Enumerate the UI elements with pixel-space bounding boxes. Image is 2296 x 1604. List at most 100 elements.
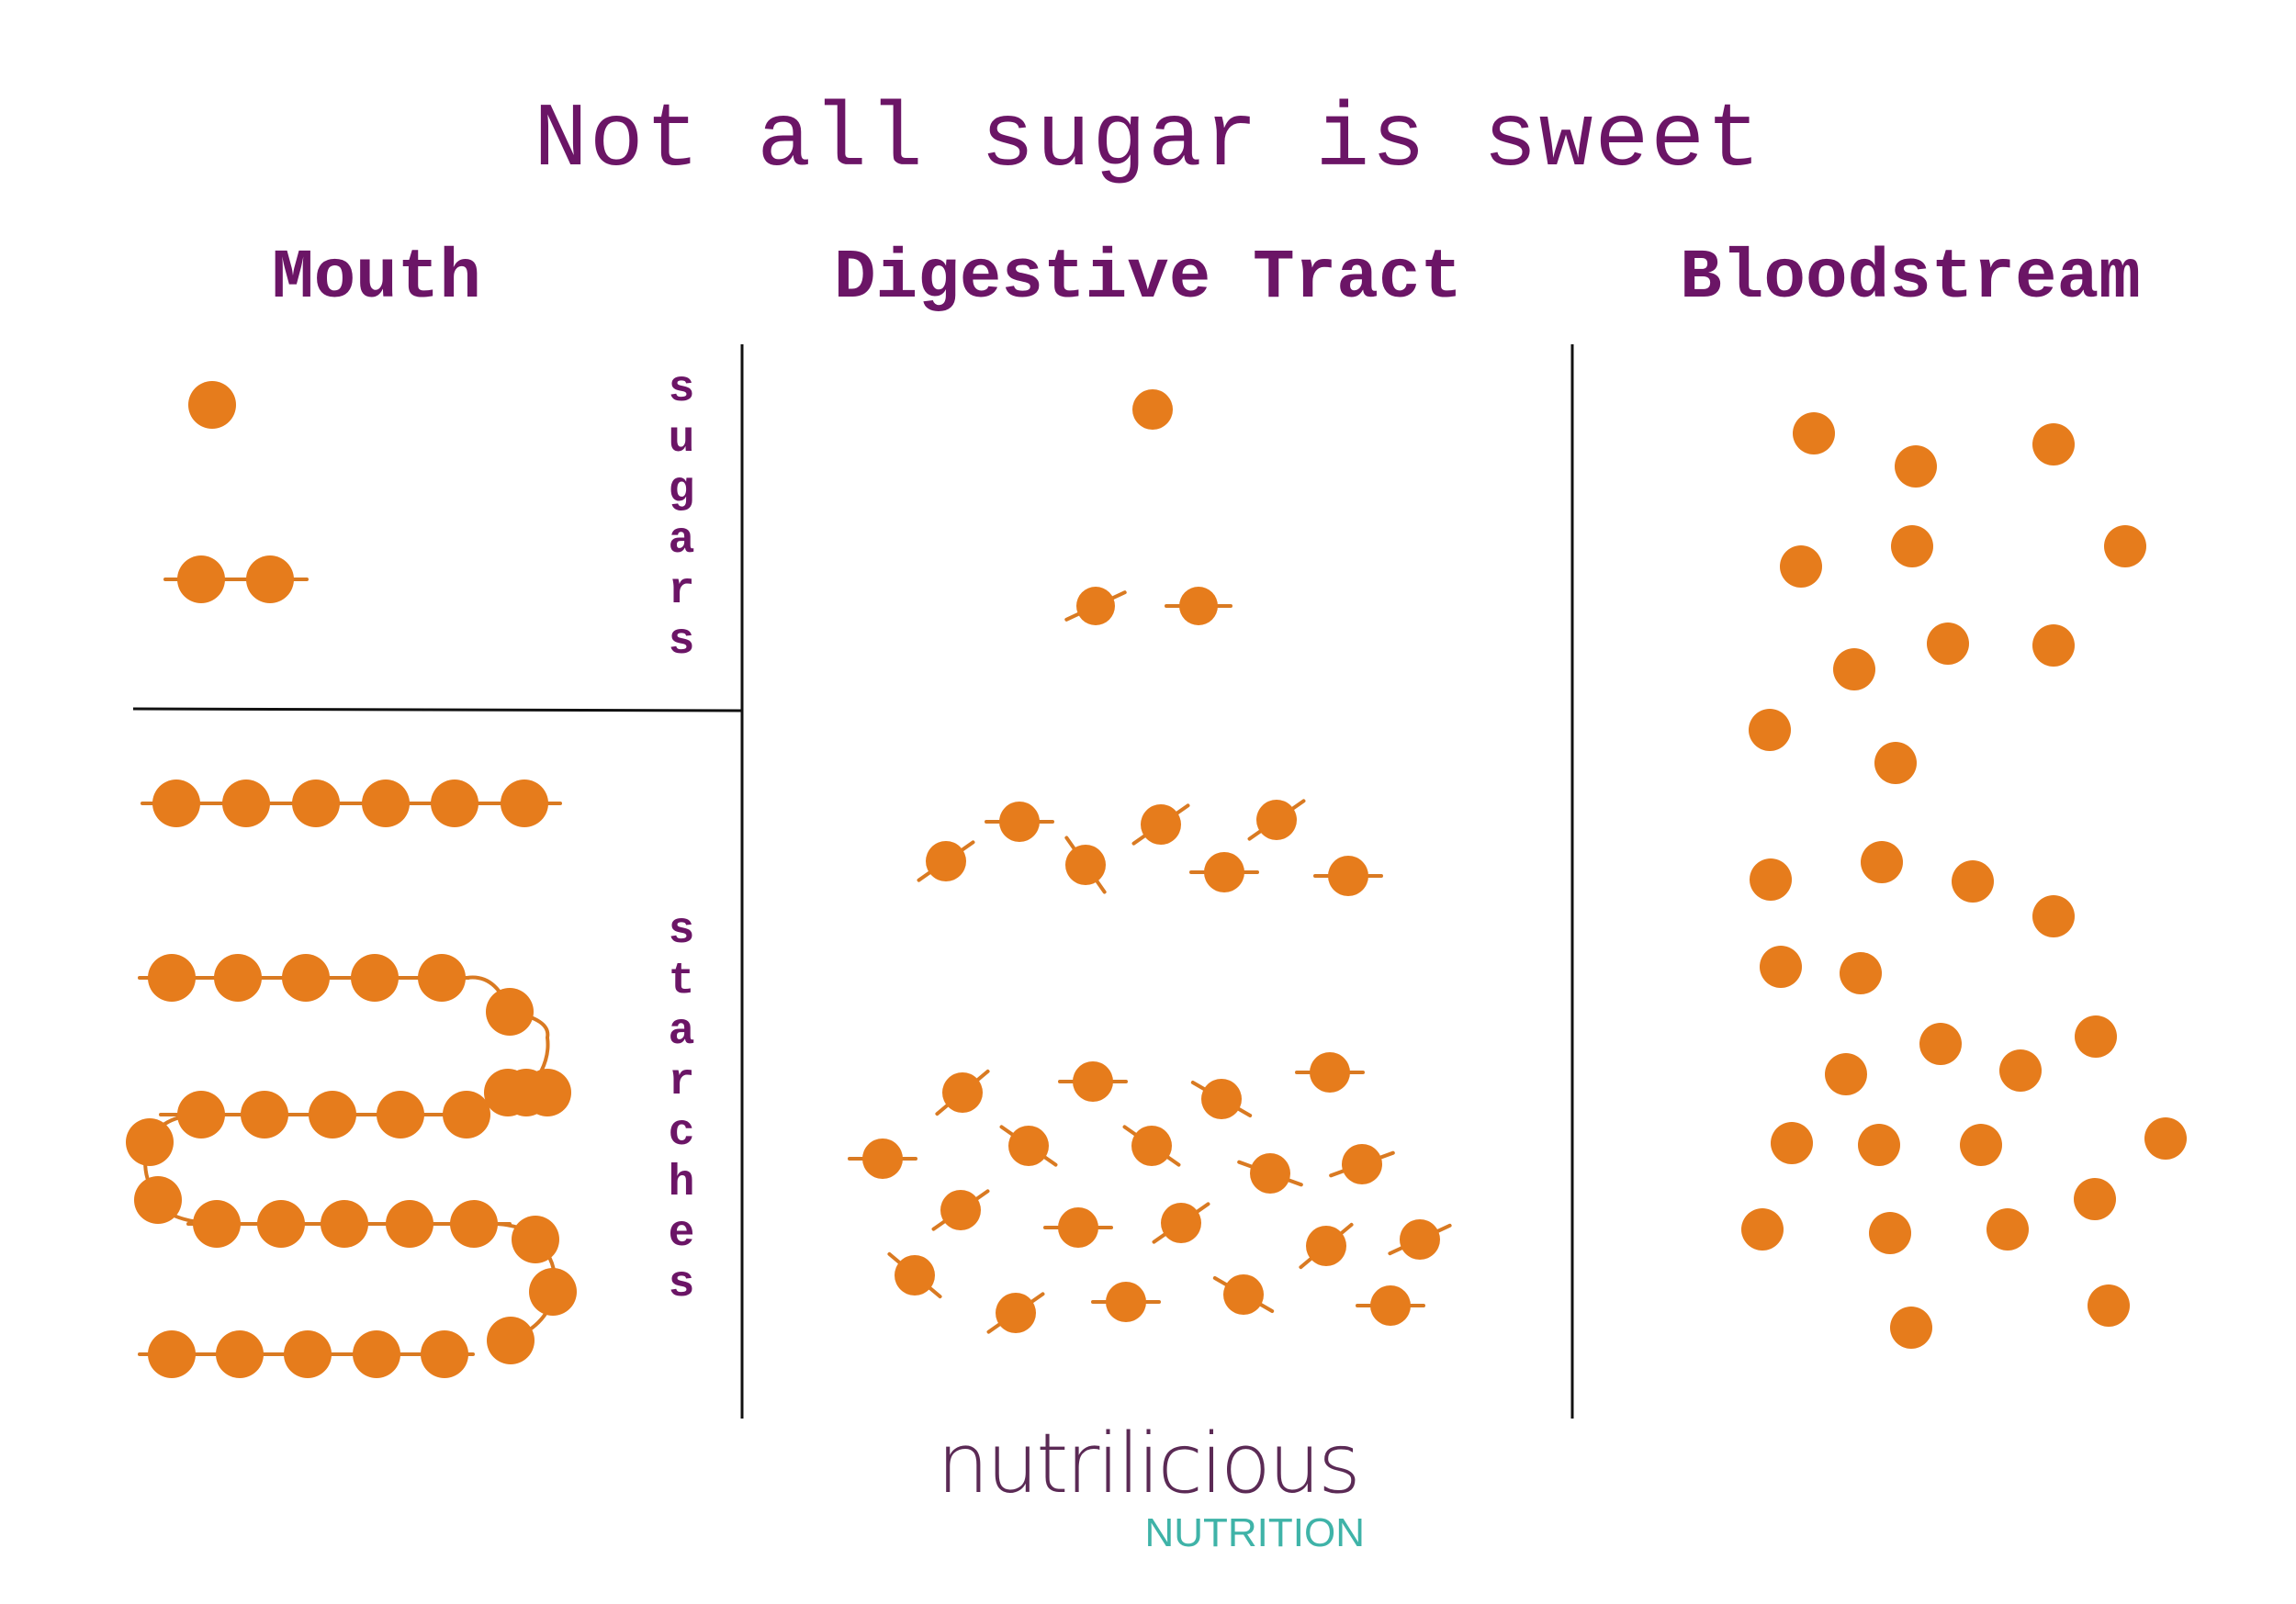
- digested-starch-molecule: [1073, 1061, 1113, 1102]
- digested-starch-molecule: [1161, 1203, 1201, 1243]
- short-starch-chain-unit: [152, 780, 200, 827]
- starch-chain-row2-unit: [241, 1091, 288, 1139]
- digested-starch-molecule: [996, 1293, 1036, 1333]
- glucose-molecule: [2104, 525, 2146, 567]
- glucose-molecule: [1825, 1053, 1867, 1095]
- starch-chain-row2-unit: [443, 1091, 490, 1139]
- row-label-sugars-letter: s: [668, 365, 695, 414]
- row-label-starches-letter: s: [668, 906, 695, 956]
- starch-chain-row4-unit: [353, 1330, 400, 1378]
- digested-starch-molecule: [1131, 1126, 1172, 1166]
- dividers: [132, 344, 1574, 1419]
- starch-chain-row1-unit: [351, 954, 399, 1002]
- digested-starch-molecule: [1201, 1079, 1242, 1119]
- glucose-molecule: [1833, 648, 1875, 690]
- glucose-molecule: [2032, 423, 2075, 465]
- glucose-molecule: [1891, 525, 1933, 567]
- glucose-molecule: [1760, 946, 1802, 988]
- starch-chain-row4-unit: [284, 1330, 332, 1378]
- brand-logo: nutrilicious NUTRITION: [937, 1423, 1378, 1554]
- starch-unit: [487, 1317, 535, 1364]
- page-title: Not all sugar is sweet: [534, 90, 1762, 192]
- digested-starch-molecule: [1310, 1052, 1350, 1093]
- glucose-molecule: [1750, 858, 1792, 901]
- starch-unit: [512, 1216, 559, 1263]
- glucose-molecule: [1780, 545, 1822, 588]
- split-disaccharide-molecule: [1179, 587, 1218, 625]
- digested-starch-molecule: [1141, 804, 1181, 845]
- glucose-molecule: [2088, 1284, 2130, 1327]
- glucose-molecule: [1874, 742, 1917, 784]
- column-heading-digestive-tract: Digestive Tract: [833, 239, 1463, 318]
- row-label-starches-letter: c: [668, 1108, 695, 1158]
- glucose-molecule: [1869, 1212, 1911, 1254]
- starch-chain-row2-unit: [377, 1091, 424, 1139]
- digested-starch-molecule: [1306, 1226, 1346, 1266]
- row-label-sugars-letter: s: [668, 617, 695, 667]
- starch-chain-row1-unit: [418, 954, 466, 1002]
- split-disaccharide-molecule: [1076, 587, 1115, 625]
- disaccharide-unit: [246, 555, 294, 603]
- digested-starch-molecule: [1250, 1153, 1290, 1194]
- starch-chain-row3-unit: [450, 1200, 498, 1248]
- column-heading-bloodstream: Bloodstream: [1680, 239, 2141, 318]
- starch-chain-row1-unit: [214, 954, 262, 1002]
- row-label-starches-letter: e: [668, 1209, 695, 1259]
- digested-starch-molecule: [1256, 800, 1297, 840]
- row-label-starches-letter: r: [668, 1058, 695, 1107]
- glucose-molecule: [1927, 623, 1969, 665]
- row-label-starches-letter: a: [668, 1007, 695, 1057]
- row-label-starches-letter: t: [668, 957, 695, 1006]
- glucose-molecule: [1890, 1307, 1932, 1349]
- starch-chain-row3-unit: [257, 1200, 305, 1248]
- digested-starch-molecule: [1058, 1207, 1098, 1248]
- short-starch-chain-unit: [222, 780, 270, 827]
- column-heading-mouth: Mouth: [271, 239, 482, 318]
- glucose-molecule: [1960, 1124, 2002, 1166]
- starch-chain-row3-unit: [386, 1200, 433, 1248]
- digested-starch-molecule: [1328, 856, 1368, 896]
- starch-chain-row3-unit: [321, 1200, 368, 1248]
- monosaccharide-molecule: [188, 381, 236, 429]
- glucose-molecule: [1895, 445, 1937, 488]
- digested-starch-molecule: [1400, 1219, 1440, 1260]
- digested-starch-molecule: [1008, 1126, 1049, 1166]
- starch-chain-row1-unit: [282, 954, 330, 1002]
- row-label-sugars-letter: u: [668, 415, 695, 465]
- glucose-molecule: [1741, 1208, 1784, 1251]
- short-starch-chain-unit: [431, 780, 478, 827]
- starch-unit: [126, 1118, 174, 1166]
- glucose-molecule: [1999, 1049, 2042, 1092]
- glucose-molecule: [1919, 1023, 1962, 1065]
- glucose-molecule: [2032, 895, 2075, 937]
- short-starch-chain-unit: [362, 780, 410, 827]
- digested-starch-molecule: [1106, 1282, 1146, 1322]
- digested-sugar-molecule: [1132, 389, 1173, 430]
- starch-chain-row4-unit: [421, 1330, 468, 1378]
- divider-sugars-starches: [132, 707, 743, 712]
- digested-starch-molecule: [862, 1139, 903, 1179]
- digested-starch-molecule: [926, 841, 966, 881]
- row-label-starches-letter: h: [668, 1159, 695, 1208]
- glucose-molecule: [1861, 841, 1903, 883]
- digested-starch-molecule: [999, 802, 1040, 842]
- glucose-molecule: [1840, 952, 1882, 994]
- glucose-molecule: [1952, 860, 1994, 903]
- digested-starch-molecule: [1342, 1144, 1382, 1184]
- starch-unit: [486, 988, 534, 1036]
- digested-starch-molecule: [1223, 1274, 1264, 1315]
- starch-chain-row2-unit: [309, 1091, 356, 1139]
- digested-starch-molecule: [940, 1190, 981, 1230]
- glucose-molecule: [2075, 1015, 2117, 1058]
- glucose-molecule: [1858, 1124, 1900, 1166]
- starch-chain-row1-unit: [148, 954, 196, 1002]
- starch-chain-fold: [143, 1113, 218, 1226]
- starch-unit: [134, 1176, 182, 1224]
- short-starch-chain-unit: [501, 780, 548, 827]
- starch-chain-row2-unit: [177, 1091, 225, 1139]
- starch-chain-row4-unit: [148, 1330, 196, 1378]
